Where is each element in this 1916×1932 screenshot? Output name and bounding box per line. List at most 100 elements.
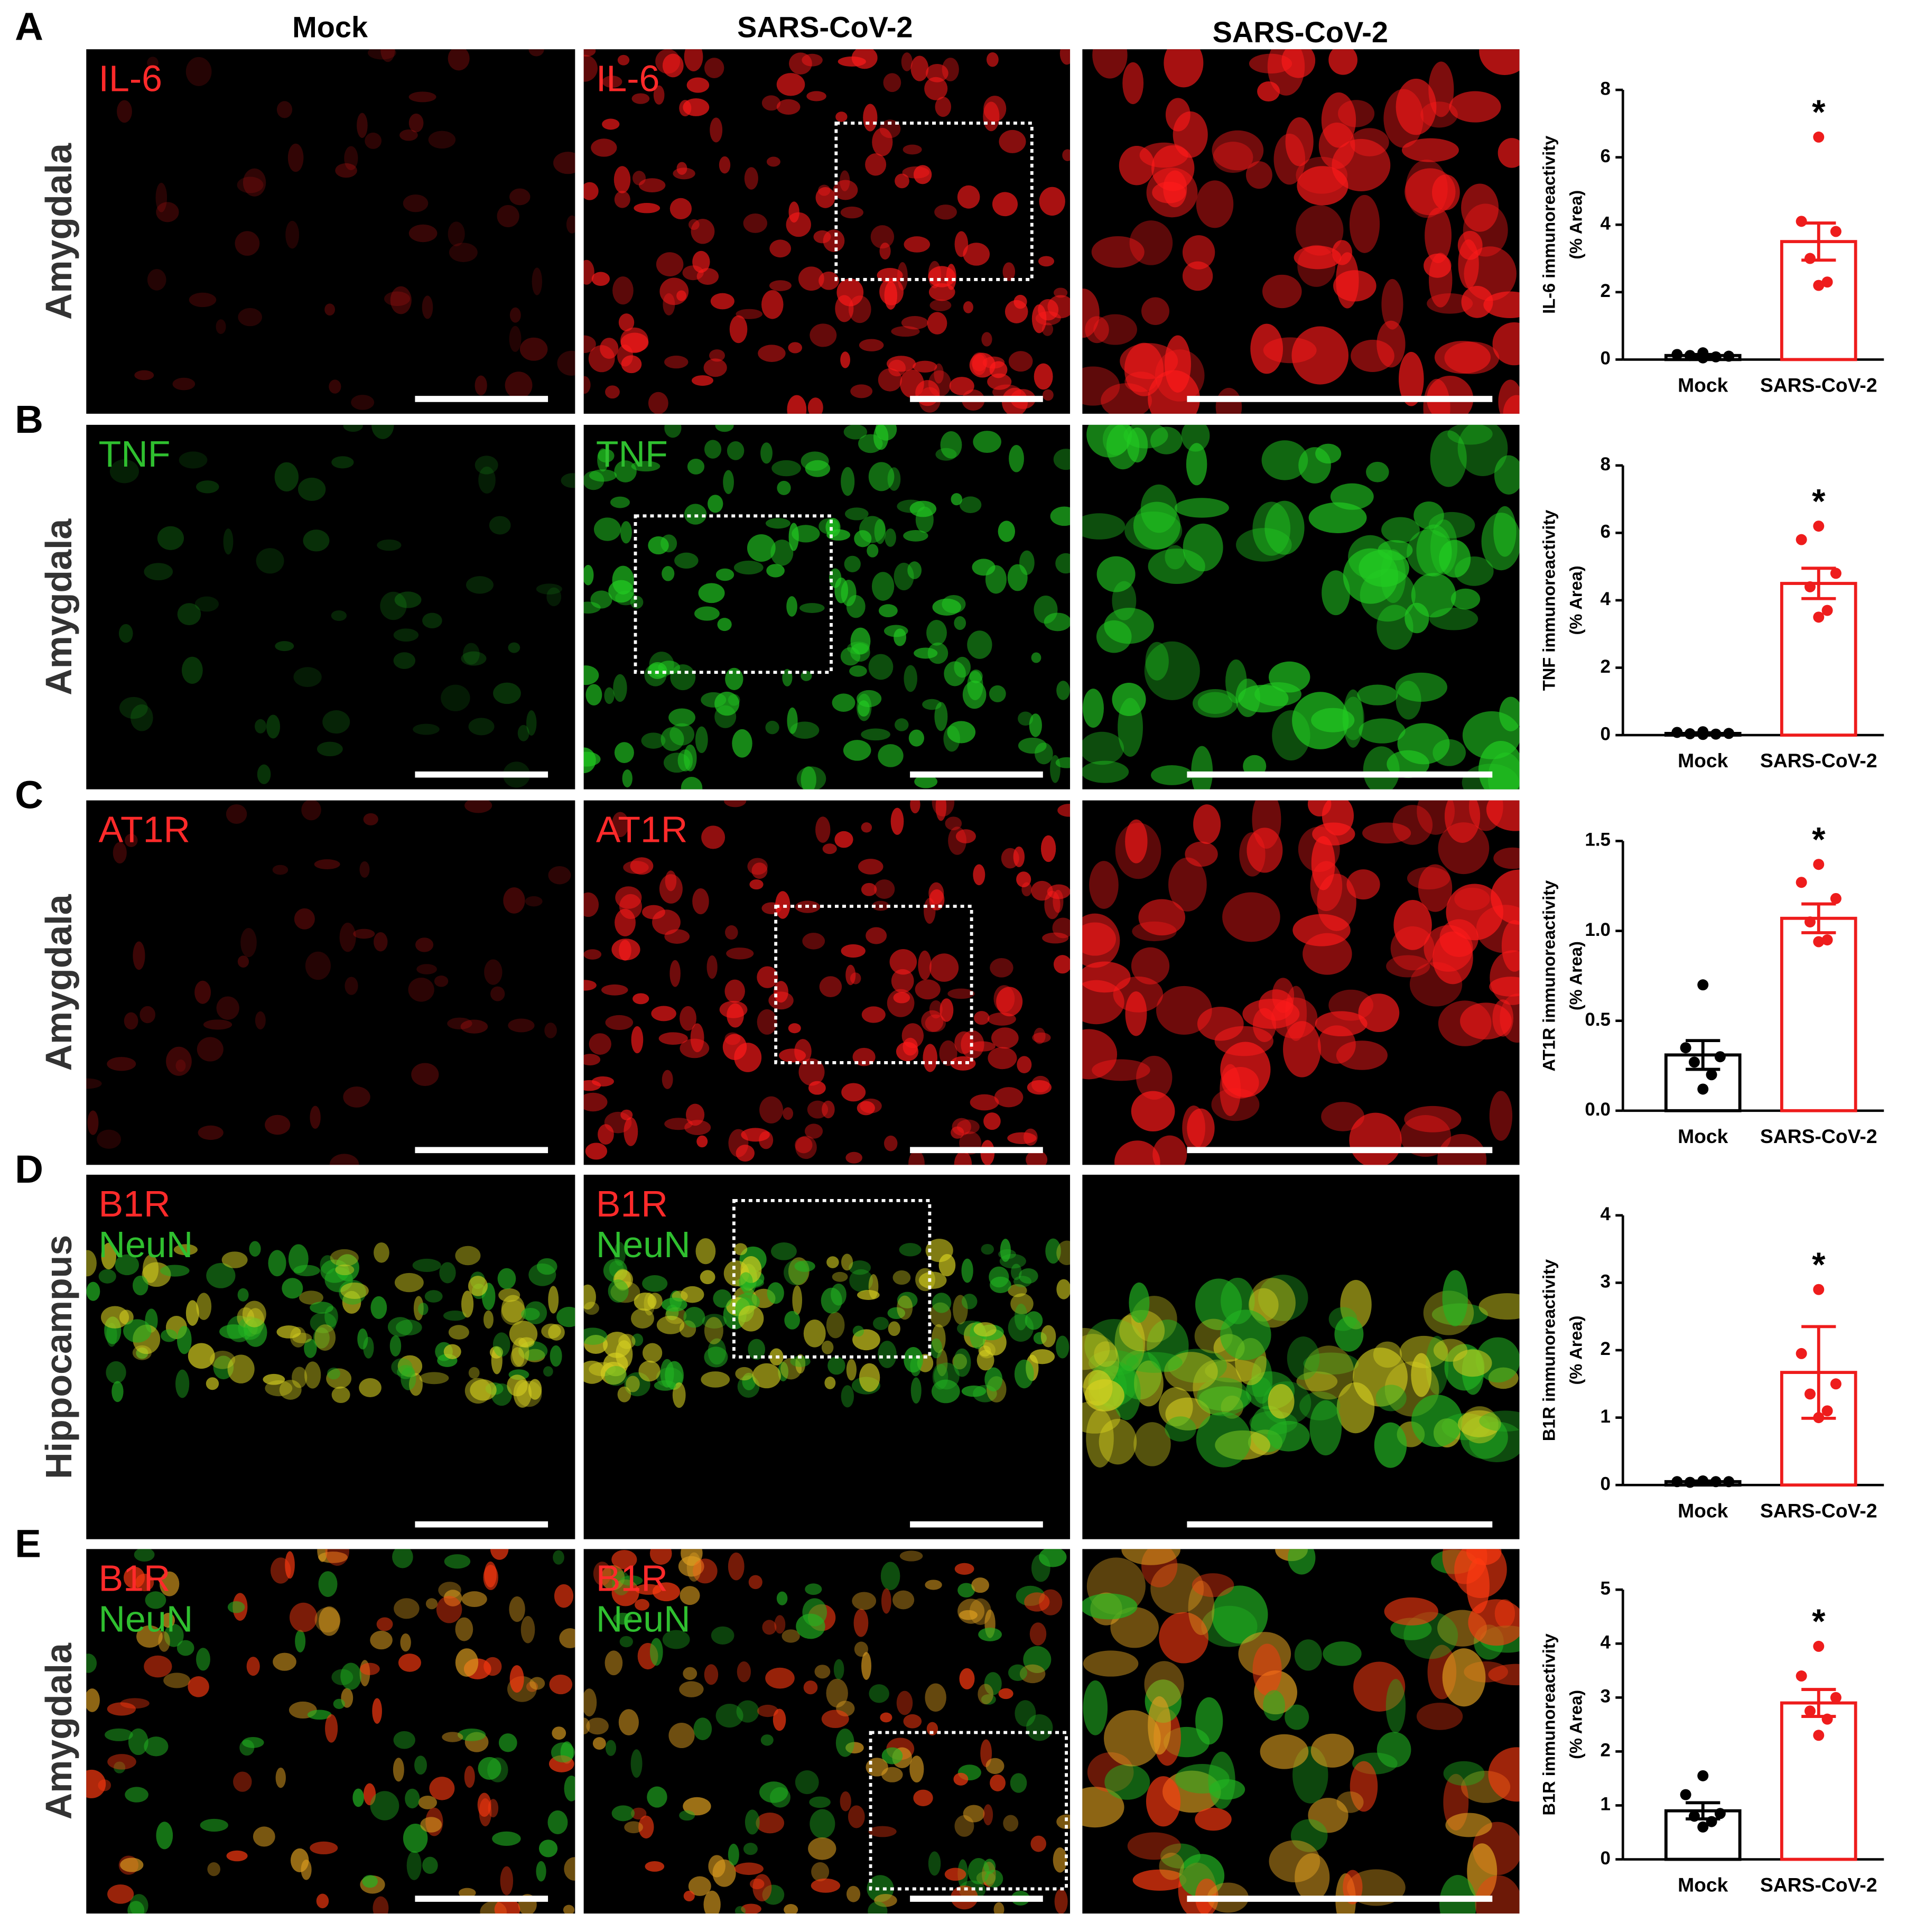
blob — [1126, 1352, 1183, 1373]
blob — [638, 1360, 661, 1382]
blob — [741, 1128, 770, 1142]
blob — [1308, 502, 1367, 533]
stain-label: TNF — [596, 433, 668, 475]
blob — [737, 1661, 751, 1683]
blob — [115, 1254, 139, 1276]
micrograph — [86, 1549, 575, 1914]
blob — [928, 261, 942, 289]
blob — [179, 451, 208, 469]
blob — [117, 100, 132, 123]
blob — [681, 776, 703, 789]
blob — [282, 1278, 303, 1299]
blob — [586, 1717, 609, 1735]
blob — [811, 1878, 841, 1893]
blob — [1343, 548, 1399, 604]
blob — [418, 1796, 438, 1809]
blob — [330, 1249, 359, 1267]
blob — [424, 1290, 443, 1303]
blob — [889, 949, 917, 975]
blob — [1182, 235, 1215, 270]
blob — [1119, 1309, 1165, 1352]
blob — [970, 1094, 999, 1111]
blob — [887, 989, 915, 1017]
blob — [744, 167, 758, 190]
blob — [144, 1655, 172, 1678]
data-point — [1671, 727, 1683, 738]
blob — [293, 667, 322, 688]
blob — [310, 1106, 321, 1129]
blob — [959, 496, 982, 513]
blob — [307, 1710, 332, 1720]
blob — [896, 1690, 913, 1715]
blob — [946, 264, 956, 290]
blob — [164, 1623, 184, 1647]
data-point — [1671, 349, 1683, 360]
blob — [683, 1667, 697, 1680]
blob — [647, 1293, 663, 1309]
blob — [1052, 917, 1071, 939]
data-point — [1821, 934, 1833, 946]
blob — [719, 156, 731, 174]
blob — [788, 342, 802, 354]
blob — [468, 1367, 480, 1379]
blob — [483, 1310, 494, 1329]
blob — [683, 98, 710, 116]
blob — [798, 1058, 825, 1086]
blob — [835, 1729, 854, 1757]
blob — [304, 1339, 317, 1358]
blob — [1375, 1385, 1407, 1411]
blob — [1258, 1275, 1308, 1321]
blob — [1094, 1341, 1118, 1367]
blob — [972, 354, 987, 375]
blob — [494, 1898, 520, 1914]
blob — [1168, 857, 1207, 912]
blob — [114, 1761, 126, 1773]
blob — [536, 583, 562, 595]
blob — [405, 1788, 420, 1809]
blob — [973, 1322, 997, 1337]
blob — [443, 1590, 462, 1606]
blob — [706, 955, 718, 979]
blob — [686, 77, 710, 93]
blob — [1085, 316, 1109, 343]
y-axis-label: TNF immunoreactivity — [1539, 510, 1558, 691]
blob — [343, 1086, 370, 1108]
blob — [729, 315, 748, 343]
blob — [974, 1011, 990, 1025]
blob — [857, 1290, 880, 1301]
blob — [541, 1323, 561, 1339]
blob — [1399, 1335, 1448, 1368]
data-point — [1830, 568, 1841, 579]
blob — [676, 162, 687, 175]
blob — [223, 528, 234, 555]
blob — [359, 861, 370, 878]
blob — [276, 1325, 301, 1339]
blob — [768, 991, 794, 1010]
blob — [714, 691, 740, 716]
blob — [710, 293, 734, 310]
blob — [583, 665, 599, 685]
blob — [773, 1708, 786, 1731]
blob — [973, 864, 985, 886]
blob — [1492, 322, 1520, 366]
blob — [1254, 682, 1302, 707]
blob — [926, 620, 947, 646]
blob — [1150, 426, 1183, 454]
blob — [310, 1312, 337, 1333]
blob — [1002, 262, 1016, 281]
signal — [117, 49, 575, 410]
blob — [683, 1306, 705, 1328]
blob — [932, 1324, 946, 1353]
blob — [702, 1314, 727, 1329]
blob — [1009, 445, 1024, 472]
blob — [1182, 261, 1213, 291]
blob — [633, 993, 649, 1005]
blob — [614, 460, 637, 482]
blob — [461, 651, 487, 666]
blob — [1104, 1764, 1150, 1800]
blob — [233, 1771, 252, 1792]
blob — [983, 1804, 993, 1826]
blob — [1479, 49, 1520, 76]
data-point — [1680, 1789, 1691, 1800]
blob — [196, 480, 219, 494]
